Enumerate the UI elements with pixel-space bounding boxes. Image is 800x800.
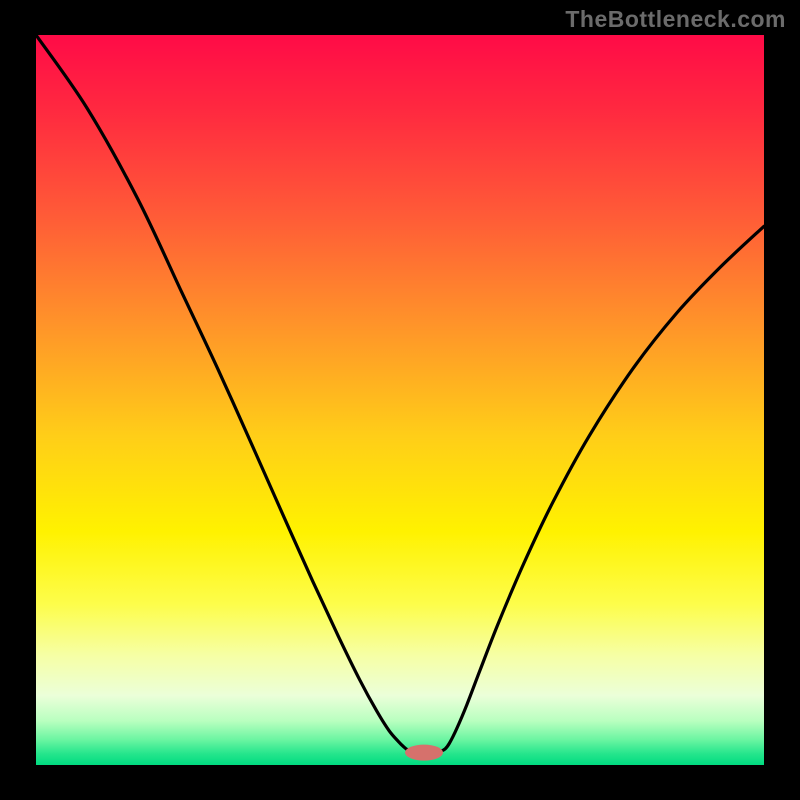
chart-svg	[0, 0, 800, 800]
optimum-marker	[405, 745, 443, 761]
gradient-background	[36, 35, 764, 765]
watermark-text: TheBottleneck.com	[565, 6, 786, 33]
chart-frame	[0, 0, 800, 800]
plot-area	[36, 35, 764, 765]
